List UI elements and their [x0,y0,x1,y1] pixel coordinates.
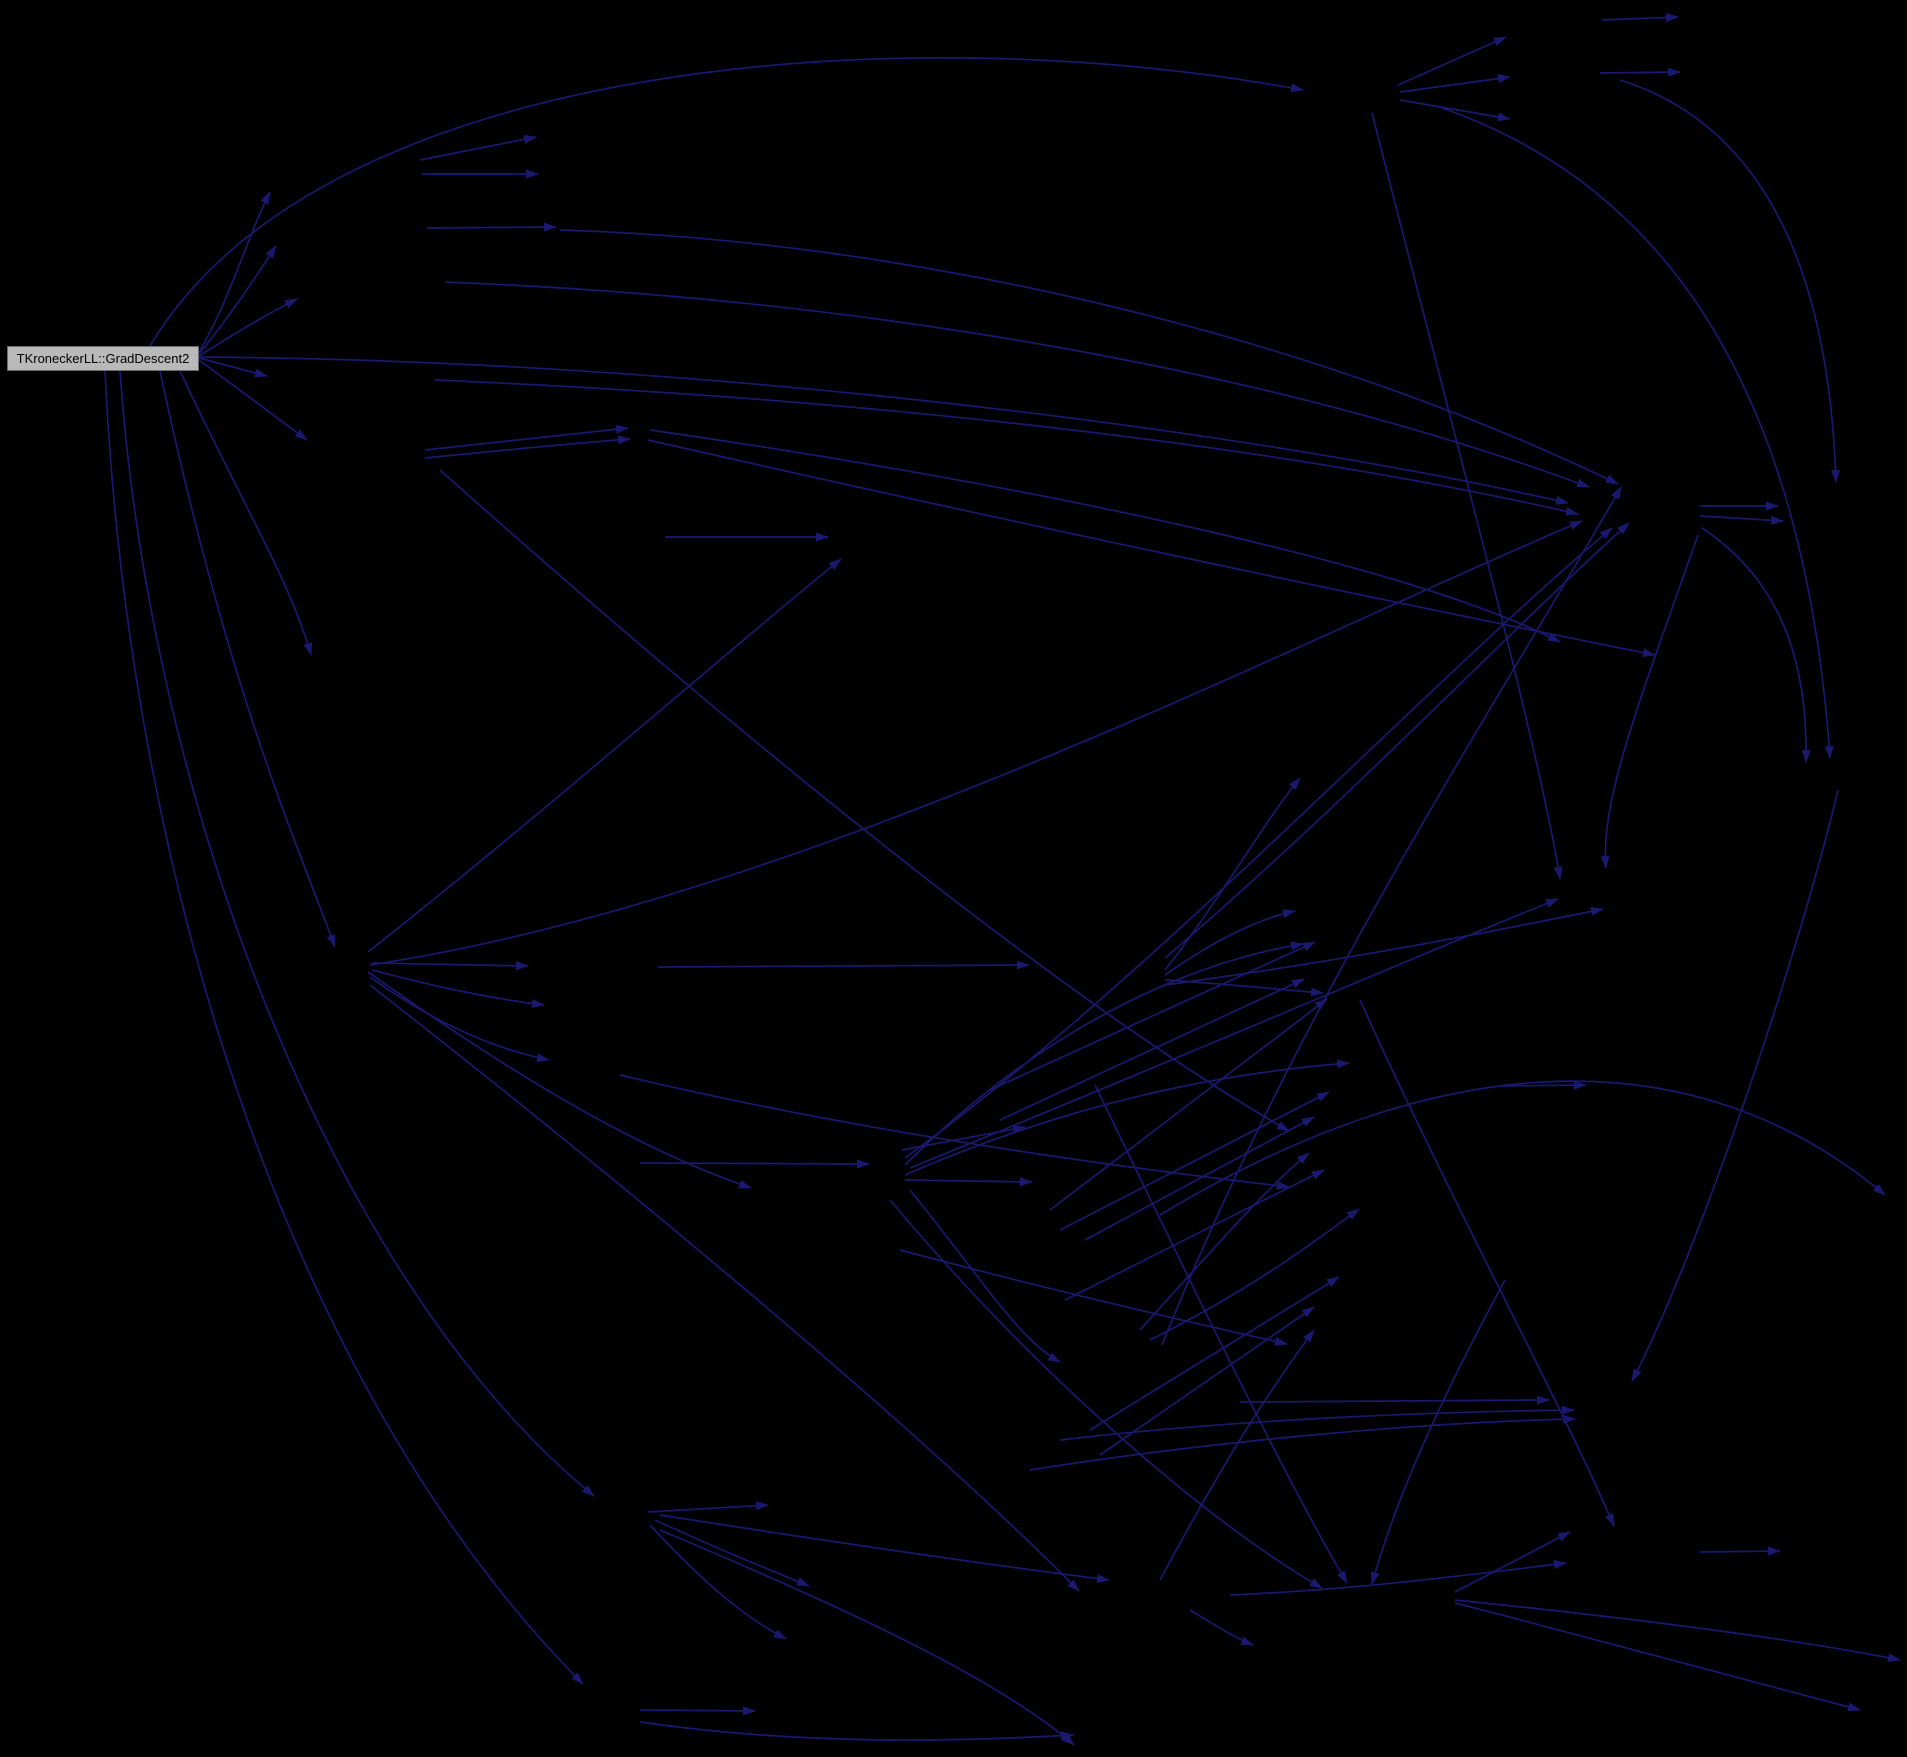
call-edge [1164,906,1604,986]
call-edge [1370,1279,1506,1585]
call-edge [904,941,1304,1166]
call-edge [424,424,629,451]
call-edge [639,1159,870,1169]
call-edge [1371,112,1563,880]
call-edge [647,1501,769,1513]
call-edge [649,1524,787,1640]
call-edge [899,1249,1288,1346]
call-edge [1161,486,1622,1346]
call-edge [1139,1152,1310,1331]
call-edge [1189,1609,1254,1646]
call-edge [369,520,1583,966]
call-edge [1029,1414,1576,1471]
call-edge [1084,1116,1315,1241]
call-edge [659,1529,1075,1746]
call-edge [904,527,1613,1159]
call-edge [1600,534,1699,869]
call-edge [371,969,545,1008]
call-edge [159,370,336,948]
call-edge [369,976,550,1063]
call-edge [426,222,557,232]
call-edge [198,298,298,357]
call-edge [1601,12,1679,22]
call-edge [419,134,537,161]
call-edge [1631,789,1839,1382]
call-edge [1454,1599,1901,1663]
call-edge [654,1519,810,1587]
call-edge [1619,79,1841,483]
call-edge [1059,1405,1575,1441]
call-edge [1454,1531,1571,1593]
call-edge [179,370,313,656]
call-edge [639,1721,1074,1741]
call-edge [424,435,631,459]
call-edge [104,370,584,1685]
call-edge [649,429,1561,643]
call-edge [1159,1080,1886,1216]
call-edge [1164,777,1301,971]
call-edge [434,379,1579,516]
call-edge [1089,1276,1340,1431]
call-edge [1399,74,1511,93]
call-edge [909,898,1559,1169]
call-edge [1099,1306,1315,1456]
call-edge [149,57,1304,347]
call-edge [639,1706,756,1716]
call-edge [1441,107,1834,759]
call-edge [1399,99,1511,122]
call-edge [444,281,1590,488]
call-edge [1701,527,1811,763]
call-edge [1064,1169,1325,1301]
call-edge [559,229,1619,485]
call-edge [657,960,1030,970]
call-edge [367,971,752,1189]
call-edge [369,984,1080,1592]
call-edge [989,941,1316,1091]
call-edge [1397,36,1507,86]
call-edge [371,961,529,971]
call-edge [1699,515,1784,525]
call-edge [904,1059,1350,1176]
call-edge [198,356,1569,505]
call-edge [1059,1091,1330,1231]
call-edge [1599,67,1681,77]
call-edge [198,191,271,353]
call-edge [904,1177,1033,1187]
call-edge [1049,998,1328,1211]
call-edge [1229,1560,1567,1596]
call-edge [1359,999,1615,1527]
call-edge [1454,1602,1861,1712]
call-edge [198,245,277,355]
call-edge [1159,1329,1315,1581]
call-edge [1164,909,1296,976]
root-node[interactable]: TKroneckerLL::GradDescent2 [7,346,199,371]
call-edge [439,469,1290,1132]
call-edge [999,978,1305,1121]
call-edge [659,1514,1110,1583]
call-edge [889,1199,1323,1589]
call-edge [198,357,268,378]
call-edge [619,1074,1290,1191]
call-edge [1094,1084,1348,1584]
call-edge [367,558,842,953]
call-edge [647,439,1656,658]
call-edge [909,1189,1061,1363]
call-edge [1699,1546,1781,1556]
call-edge [901,1124,1026,1151]
call-edge [198,359,308,441]
call-edge [1164,522,1630,959]
call-edge [1239,1395,1550,1405]
call-edge [119,370,595,1497]
call-edge [1499,1080,1587,1090]
